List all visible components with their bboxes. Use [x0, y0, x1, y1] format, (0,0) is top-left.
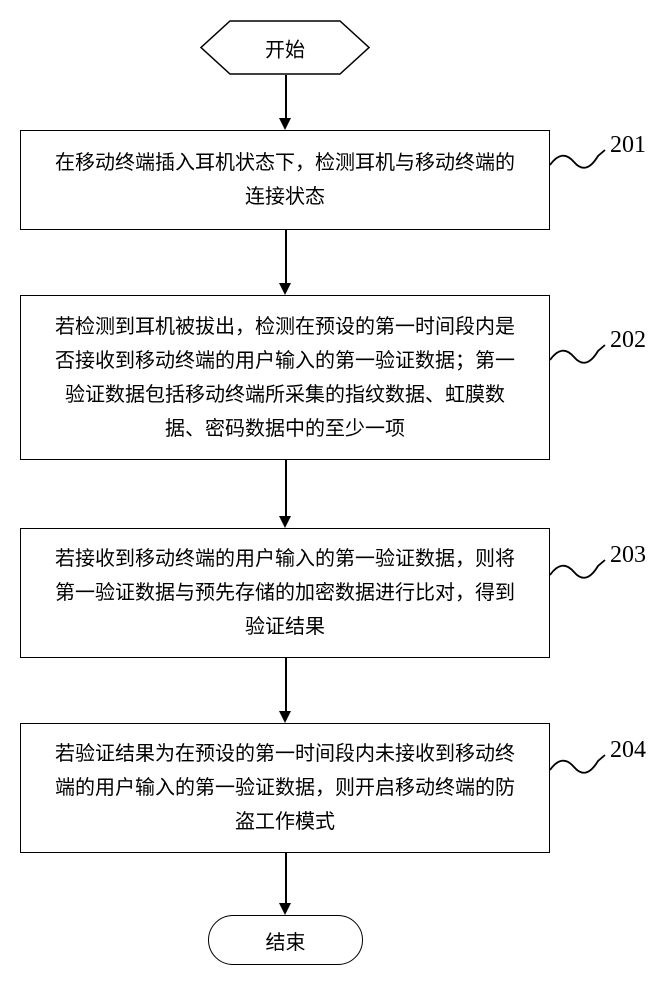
flowchart: 开始 在移动终端插入耳机状态下，检测耳机与移动终端的连接状态 201 若检测到耳… — [10, 20, 659, 980]
step-label-204: 204 — [610, 737, 646, 764]
arrow-head-icon — [279, 903, 291, 915]
arrow-head-icon — [279, 118, 291, 130]
process-203: 若接收到移动终端的用户输入的第一验证数据，则将第一验证数据与预先存储的加密数据进… — [20, 528, 550, 658]
edge — [285, 75, 287, 118]
wave-connector-icon — [550, 138, 610, 178]
wave-connector-icon — [550, 548, 610, 588]
end-node: 结束 — [208, 915, 363, 965]
arrow-head-icon — [279, 283, 291, 295]
step-label-201: 201 — [610, 132, 646, 159]
process-203-text: 若接收到移动终端的用户输入的第一验证数据，则将第一验证数据与预先存储的加密数据进… — [53, 542, 517, 644]
edge — [285, 853, 287, 903]
process-202: 若检测到耳机被拔出，检测在预设的第一时间段内是否接收到移动终端的用户输入的第一验… — [20, 295, 550, 460]
arrow-head-icon — [279, 711, 291, 723]
start-node: 开始 — [200, 20, 370, 75]
arrow-head-icon — [279, 516, 291, 528]
process-204: 若验证结果为在预设的第一时间段内未接收到移动终端的用户输入的第一验证数据，则开启… — [20, 723, 550, 853]
process-201-text: 在移动终端插入耳机状态下，检测耳机与移动终端的连接状态 — [53, 146, 517, 214]
end-label: 结束 — [266, 926, 306, 955]
step-label-202: 202 — [610, 327, 646, 354]
edge — [285, 460, 287, 516]
process-201: 在移动终端插入耳机状态下，检测耳机与移动终端的连接状态 — [20, 130, 550, 230]
edge — [285, 658, 287, 711]
start-label: 开始 — [200, 33, 370, 62]
process-202-text: 若检测到耳机被拔出，检测在预设的第一时间段内是否接收到移动终端的用户输入的第一验… — [53, 310, 517, 446]
edge — [285, 230, 287, 283]
wave-connector-icon — [550, 333, 610, 373]
wave-connector-icon — [550, 743, 610, 783]
step-label-203: 203 — [610, 542, 646, 569]
process-204-text: 若验证结果为在预设的第一时间段内未接收到移动终端的用户输入的第一验证数据，则开启… — [53, 737, 517, 839]
